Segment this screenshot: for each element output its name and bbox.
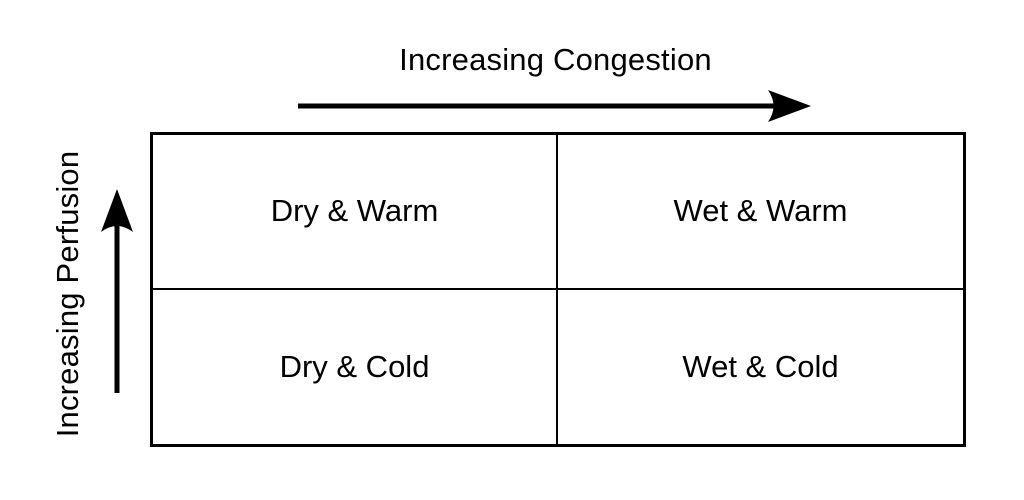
quadrant-wet-warm: Wet & Warm bbox=[558, 135, 963, 290]
quadrant-dry-warm: Dry & Warm bbox=[153, 135, 558, 290]
quadrant-label: Wet & Cold bbox=[682, 348, 839, 384]
quadrant-label: Wet & Warm bbox=[673, 193, 848, 229]
quadrant-label: Dry & Warm bbox=[270, 193, 439, 229]
quadrant-dry-cold: Dry & Cold bbox=[153, 289, 558, 444]
up-arrow-icon bbox=[101, 189, 133, 393]
quadrant-label: Dry & Cold bbox=[279, 348, 430, 384]
x-axis-label: Increasing Congestion bbox=[399, 42, 712, 77]
y-axis-label: Increasing Perfusion bbox=[50, 150, 85, 438]
quadrant-wet-cold: Wet & Cold bbox=[558, 290, 963, 445]
right-arrow-icon bbox=[298, 90, 811, 122]
quadrant-matrix: Dry & Warm Wet & Warm Dry & Cold Wet & C… bbox=[150, 132, 966, 447]
